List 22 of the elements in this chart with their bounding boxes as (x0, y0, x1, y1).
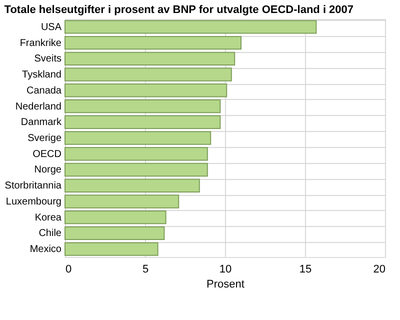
y-tick-label: Chile (38, 228, 62, 240)
y-tick-label: Korea (34, 212, 62, 224)
y-tick-label: USA (40, 22, 62, 33)
y-tick-label: Danmark (20, 117, 62, 128)
y-tick-label: Sverige (28, 133, 62, 144)
y-tick-label: Storbritannia (4, 180, 62, 192)
y-tick-label: Mexico (30, 244, 62, 256)
x-axis-title: Prosent (206, 278, 244, 290)
y-tick-label: Norge (34, 164, 62, 176)
y-tick-label: Tyskland (22, 70, 62, 81)
y-tick-label: Frankrike (20, 38, 62, 49)
x-tick-label: 20 (373, 264, 386, 276)
chart-title: Totale helseutgifter i prosent av BNP for utvalgte OECD-land i 2007 (4, 4, 354, 16)
x-tick-label: 10 (219, 264, 232, 276)
y-tick-label: Luxembourg (6, 196, 62, 208)
x-tick-label: 5 (142, 264, 149, 276)
y-tick-label: Sveits (34, 54, 62, 65)
x-tick-label: 0 (66, 264, 72, 276)
y-tick-label: Nederland (15, 101, 62, 112)
y-tick-label: OECD (32, 148, 62, 160)
y-tick-label: Canada (26, 85, 62, 96)
x-tick-label: 15 (299, 264, 312, 276)
